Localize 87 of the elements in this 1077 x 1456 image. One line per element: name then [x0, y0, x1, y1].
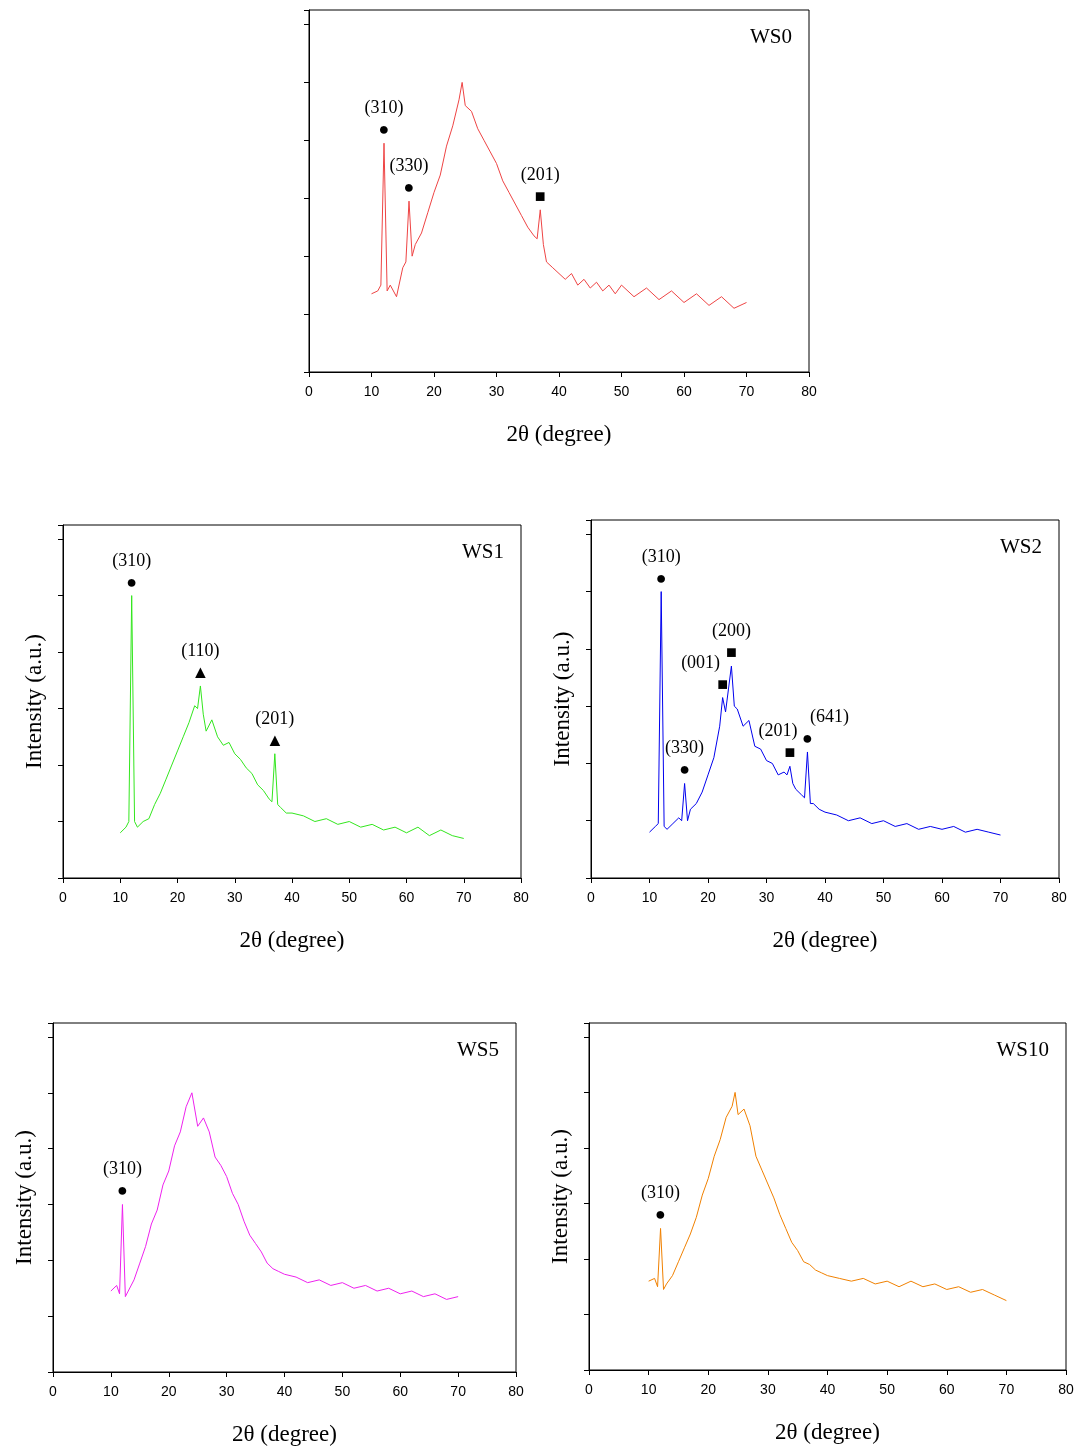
x-tick-label: 20: [169, 889, 186, 905]
x-tick-label: 30: [488, 383, 505, 399]
x-tick-label: 60: [676, 383, 692, 399]
x-tick-label: 30: [758, 889, 775, 905]
x-tick-label: 10: [363, 383, 380, 399]
x-tick-label: 30: [218, 1383, 235, 1399]
annotation: ●: [802, 727, 813, 748]
x-tick-label: 0: [585, 1381, 594, 1397]
x-tick-label: 0: [305, 383, 314, 399]
chart-title: WS5: [457, 1036, 499, 1061]
y-axis-title: Intensity (a.u.): [11, 1130, 36, 1265]
chart-title: WS10: [996, 1036, 1049, 1061]
annotation: ●: [655, 1204, 666, 1225]
annotation: (310): [641, 545, 681, 567]
chart-title: WS2: [1000, 533, 1042, 558]
chart-title: WS1: [462, 538, 504, 563]
annotation: ▲: [191, 661, 210, 682]
annotation: ●: [403, 177, 415, 198]
x-tick-label: 20: [426, 383, 442, 399]
x-tick-label: 20: [160, 1383, 177, 1399]
x-tick-label: 50: [613, 383, 630, 399]
x-tick-label: 80: [508, 1383, 524, 1399]
x-tick-label: 50: [334, 1383, 351, 1399]
annotation: ●: [126, 571, 138, 592]
annotation: ●: [378, 119, 390, 140]
x-tick-label: 0: [49, 1383, 58, 1399]
x-tick-label: 40: [276, 1383, 293, 1399]
x-tick-label: 70: [738, 383, 755, 399]
x-tick-label: 70: [998, 1381, 1015, 1397]
x-axis-title: 2θ (degree): [232, 1421, 337, 1446]
x-tick-label: 60: [934, 889, 950, 905]
annotation: (201): [758, 720, 798, 742]
x-tick-label: 70: [455, 889, 472, 905]
x-tick-label: 40: [819, 1381, 836, 1397]
x-axis-title: 2θ (degree): [239, 927, 345, 952]
annotation: ■: [725, 642, 737, 663]
x-tick-label: 80: [1051, 889, 1067, 905]
annotation: (201): [520, 163, 560, 185]
annotation: (001): [681, 651, 721, 673]
annotation: ■: [534, 185, 546, 206]
x-tick-label: 10: [112, 889, 129, 905]
x-tick-label: 30: [226, 889, 243, 905]
x-tick-label: 80: [801, 383, 817, 399]
annotation: (310): [102, 1158, 142, 1180]
x-tick-label: 80: [513, 889, 529, 905]
annotation: (330): [389, 155, 429, 177]
x-tick-label: 40: [284, 889, 300, 905]
annotation: (200): [711, 620, 751, 642]
x-tick-label: 0: [59, 889, 68, 905]
annotation: (310): [641, 1182, 681, 1204]
annotation: ■: [717, 673, 729, 694]
x-tick-label: 50: [341, 889, 358, 905]
x-tick-label: 0: [587, 889, 596, 905]
annotation: (201): [255, 707, 295, 729]
annotation: (110): [181, 639, 220, 661]
annotation: (310): [112, 549, 152, 571]
chart-title: WS0: [750, 23, 792, 48]
y-axis-title: Intensity (a.u.): [547, 1129, 572, 1264]
annotation: ●: [117, 1180, 128, 1201]
x-tick-label: 60: [938, 1381, 955, 1397]
annotation: (641): [809, 705, 849, 727]
x-tick-label: 40: [817, 889, 833, 905]
x-tick-label: 70: [992, 889, 1009, 905]
y-axis-title: Intensity (a.u.): [21, 634, 46, 769]
annotation: ▲: [265, 729, 284, 750]
annotation: ■: [784, 742, 796, 763]
annotation: ●: [679, 759, 691, 780]
x-tick-label: 50: [875, 889, 892, 905]
x-tick-label: 80: [1058, 1381, 1074, 1397]
annotation: ●: [655, 567, 667, 588]
x-tick-label: 10: [103, 1383, 119, 1399]
x-tick-label: 30: [760, 1381, 776, 1397]
x-tick-label: 70: [450, 1383, 467, 1399]
x-tick-label: 50: [879, 1381, 896, 1397]
x-tick-label: 20: [700, 1381, 717, 1397]
x-axis-title: 2θ (degree): [775, 1419, 880, 1444]
annotation: (310): [364, 97, 404, 119]
x-tick-label: 60: [392, 1383, 409, 1399]
x-tick-label: 60: [398, 889, 415, 905]
x-axis-title: 2θ (degree): [506, 421, 612, 446]
x-tick-label: 40: [551, 383, 567, 399]
annotation: (330): [665, 737, 705, 759]
x-tick-label: 20: [700, 889, 716, 905]
x-tick-label: 10: [641, 889, 658, 905]
x-axis-title: 2θ (degree): [772, 927, 878, 952]
y-axis-title: Intensity (a.u.): [549, 631, 574, 767]
x-tick-label: 10: [640, 1381, 657, 1397]
